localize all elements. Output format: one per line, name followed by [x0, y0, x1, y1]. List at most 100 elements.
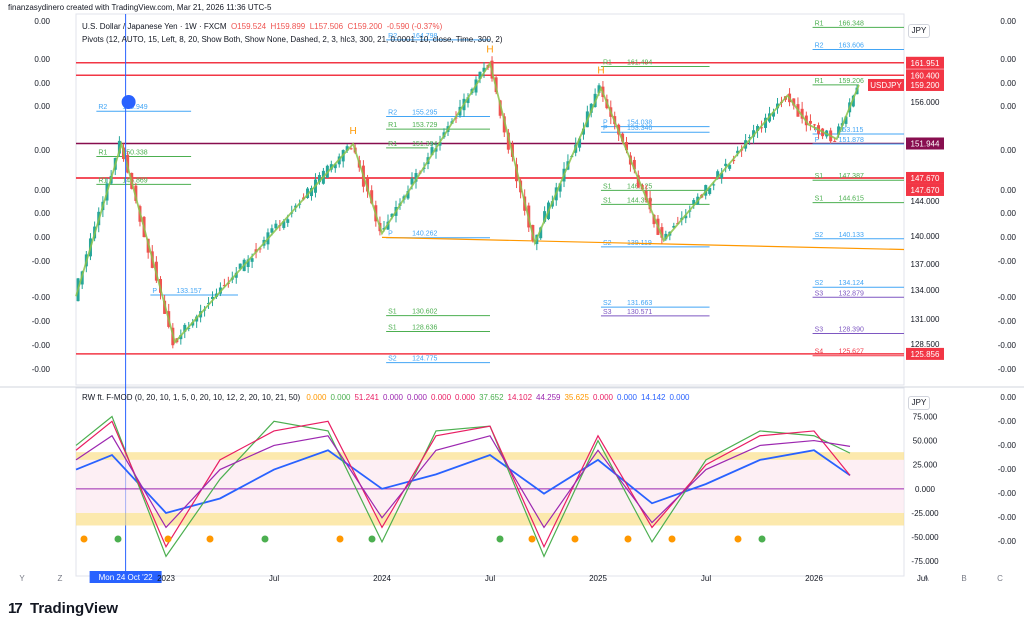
- pivot-level-label: R1: [815, 78, 824, 85]
- price-tag: [906, 56, 944, 69]
- candle-body: [222, 285, 226, 287]
- symbol-tag: [868, 78, 904, 91]
- oscillator-signal-dot: [496, 535, 504, 543]
- legend-symbol: U.S. Dollar / Japanese Yen · 1W · FXCM: [82, 22, 227, 31]
- pivot-value-label: 151.394: [412, 141, 437, 148]
- candle-body: [134, 185, 138, 201]
- oscillator-value: 37.652: [479, 393, 504, 402]
- oscillator-value: 0.000: [431, 393, 452, 402]
- left-scale-value: 0.00: [34, 102, 50, 111]
- legend-high: H159.899: [270, 22, 306, 31]
- oscillator-value: 0.000: [382, 393, 403, 402]
- pivot-value-label: 128.636: [412, 324, 437, 331]
- candle-body: [756, 125, 760, 131]
- oscillator-signal-dot: [734, 535, 742, 543]
- pivot-level-label: S2: [603, 240, 612, 247]
- pivot-value-label: 144.615: [839, 196, 864, 203]
- left-scale-value: 0.00: [34, 233, 50, 242]
- price-tag-label: 161.951: [911, 59, 940, 68]
- candle-body: [720, 173, 724, 179]
- candle-body: [310, 188, 314, 197]
- osc-right-scale-value: 0.00: [1000, 393, 1016, 402]
- oscillator-signal-dot: [114, 535, 122, 543]
- oscillator-value: 0.000: [330, 393, 351, 402]
- pivot-level-label: S1: [388, 324, 397, 331]
- candle-body: [636, 175, 640, 188]
- pivot-level-label: S3: [815, 290, 824, 297]
- candle-body: [808, 120, 812, 124]
- candle-body: [752, 130, 756, 137]
- candle-body: [800, 108, 804, 119]
- candle-body: [286, 219, 290, 223]
- legend-close: C159.200: [347, 22, 383, 31]
- symbol-tag-label: USDJPY: [870, 81, 902, 90]
- price-axis-tick: 128.500: [911, 340, 940, 349]
- price-tag: [906, 69, 944, 82]
- oscillator-value: 14.102: [507, 393, 533, 402]
- pivot-value-label: 146.869: [122, 177, 147, 184]
- currency-button[interactable]: JPY: [908, 24, 930, 38]
- pivot-high-mark: H: [486, 45, 493, 56]
- pivot-level-label: S4: [815, 349, 824, 356]
- candle-body: [250, 258, 254, 262]
- left-scale-value: 0.00: [34, 209, 50, 218]
- left-scale-value: -0.00: [32, 293, 51, 302]
- oscillator-legend: RW ft. F-MOD (0, 20, 10, 1, 5, 0, 20, 10…: [82, 393, 690, 402]
- oscillator-signal-dot: [261, 535, 269, 543]
- right-scale-value: -0.00: [998, 293, 1017, 302]
- candle-body: [833, 141, 837, 143]
- candle-body: [837, 126, 841, 135]
- left-scale-value: 0.00: [34, 186, 50, 195]
- candle-body: [581, 128, 585, 135]
- candle-body: [597, 85, 601, 93]
- legend-pivots: Pivots (12, AUTO, 15, Left, 8, 20, Show …: [82, 35, 503, 44]
- left-scale-value: -0.00: [32, 341, 51, 350]
- candle-body: [414, 173, 418, 182]
- candle-body: [466, 97, 470, 104]
- brand-name: TradingView: [30, 600, 119, 617]
- left-scale-value: 0.00: [34, 79, 50, 88]
- price-tag-label: 147.670: [911, 186, 940, 195]
- candle-body: [506, 132, 510, 150]
- time-axis-tick: 2025: [589, 574, 607, 583]
- tradingview-logo: 17 TradingView: [8, 600, 118, 617]
- candle-body: [692, 200, 696, 204]
- pivot-level-label: R1: [388, 141, 397, 148]
- last-price-tag: [906, 78, 944, 91]
- price-tag: [906, 137, 944, 150]
- candle-body: [187, 327, 191, 329]
- left-scale-value: -0.00: [32, 257, 51, 266]
- osc-right-scale-value: -0.00: [998, 513, 1017, 522]
- pivot-value-label: 124.775: [412, 356, 437, 363]
- pivot-value-label: 131.663: [627, 300, 652, 307]
- pivot-level-label: P: [388, 231, 393, 238]
- last-price-label: 159.200: [911, 81, 940, 90]
- candle-body: [543, 211, 547, 222]
- pivot-level-label: P: [815, 137, 820, 144]
- pivot-value-label: 153.346: [627, 125, 652, 132]
- oscillator-signal-dot: [528, 535, 536, 543]
- candle-body: [844, 116, 848, 124]
- candle-body: [736, 150, 740, 154]
- pivot-value-label: 140.262: [412, 231, 437, 238]
- legend-ohlc: U.S. Dollar / Japanese Yen · 1W · FXCM O…: [82, 22, 442, 31]
- oscillator-currency-button[interactable]: JPY: [908, 396, 930, 410]
- time-axis-tick: 2024: [373, 574, 391, 583]
- candle-body: [333, 164, 337, 169]
- pivot-level-label: S3: [603, 309, 612, 316]
- candle-body: [660, 227, 664, 238]
- candle-body: [191, 322, 195, 326]
- oscillator-value: 0.000: [592, 393, 613, 402]
- candle-body: [632, 159, 636, 170]
- candle-body: [539, 227, 543, 239]
- pivot-level-label: R1: [388, 122, 397, 129]
- pivot-level-label: R1: [98, 177, 107, 184]
- candle-body: [282, 221, 286, 228]
- pivot-level-label: R1: [98, 149, 107, 156]
- price-tag: [906, 347, 944, 360]
- candle-body: [211, 296, 215, 300]
- pivot-value-label: 159.206: [839, 78, 864, 85]
- pivot-level-label: S1: [815, 196, 824, 203]
- pivot-level-label: R2: [388, 33, 397, 40]
